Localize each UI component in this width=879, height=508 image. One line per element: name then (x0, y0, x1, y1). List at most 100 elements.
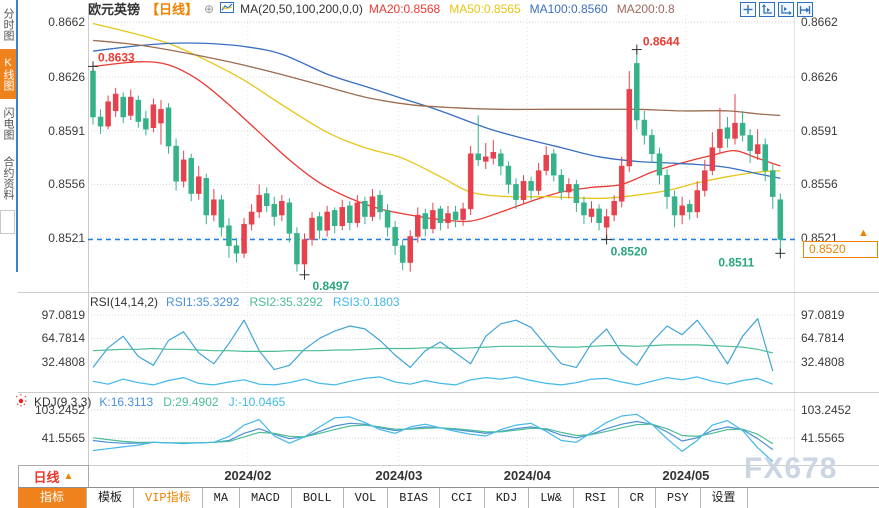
ma-settings-label: MA(20,50,100,200,0,0) (240, 1, 363, 16)
candle-45 (430, 210, 436, 230)
price-axis-tick-right: 0.8556 (801, 177, 838, 192)
candle-88 (754, 144, 761, 154)
price-axis-tick-left: 0.8521 (48, 230, 85, 245)
candle-30 (316, 216, 323, 231)
candle-27 (294, 233, 300, 265)
price-chart[interactable]: 0.8633 0.8644 0.8497 0.8520 0.8511 (88, 15, 795, 292)
rsi-axis-tick-right: 32.4808 (801, 354, 845, 369)
chart-tool-icons (740, 2, 813, 17)
last-price-tag: 0.8520 (803, 241, 878, 258)
toolbar-item-5[interactable]: MACD (240, 488, 292, 508)
candle-50 (467, 153, 474, 210)
y-axis-zoom-icon[interactable] (759, 2, 775, 17)
candle-74 (649, 135, 655, 154)
ma-mini-chart-icon[interactable] (220, 1, 235, 16)
ma-reading-3: MA100:0.8560 (529, 1, 608, 16)
sidebar-divider (16, 0, 18, 272)
ma-reading-4: MA200:0.8 (616, 1, 675, 16)
ma-reading-2: MA50:0.8565 (449, 1, 521, 16)
candle-21 (248, 211, 255, 225)
price-annotation: 0.8520 (611, 245, 648, 259)
candle-67 (596, 208, 602, 223)
kdj-chart[interactable] (88, 392, 795, 465)
panel-separator (18, 465, 879, 466)
rsi-reading-2: RSI2:35.3292 (249, 295, 323, 309)
ma-readings: MA20:0.8568 MA50:0.8565 MA100:0.8560 MA200:… (369, 2, 684, 16)
candle-28 (301, 239, 308, 265)
toolbar-item-10[interactable]: KDJ (485, 488, 530, 508)
toolbar-item-4[interactable]: MA (203, 488, 241, 508)
indicator-line-j (92, 413, 774, 462)
candle-33 (339, 207, 345, 226)
toolbar-item-7[interactable]: VOL (344, 488, 389, 508)
rsi-chart[interactable] (88, 292, 795, 392)
x-axis-zoom-icon[interactable] (778, 2, 794, 17)
kdj-axis-tick-left: 103.2452 (34, 403, 85, 417)
candle-32 (331, 210, 338, 226)
sidebar-tab-2[interactable]: K线图 (0, 49, 16, 99)
candle-57 (520, 181, 527, 200)
candle-87 (747, 135, 753, 151)
period-selector[interactable]: 日线 ▲ (18, 465, 89, 488)
candle-61 (550, 153, 557, 176)
candle-2 (105, 101, 111, 127)
toolbar-item-12[interactable]: RSI (574, 488, 619, 508)
candle-12 (180, 159, 187, 182)
toolbar-item-2[interactable]: 模板 (87, 488, 135, 508)
candle-83 (717, 128, 723, 148)
toolbar-item-3[interactable]: VIP指标 (134, 488, 203, 508)
chart-header: 欧元英镑 【日线】 ⊕ MA(20,50,100,200,0,0) MA20:0.… (88, 1, 684, 17)
candle-4 (120, 96, 126, 118)
price-annotation: 0.8633 (98, 50, 135, 64)
toolbar-item-15[interactable]: 设置 (701, 488, 748, 508)
add-circle-icon[interactable]: ⊕ (204, 1, 215, 16)
candle-8 (150, 104, 157, 128)
rsi-axis-tick-right: 64.7814 (801, 331, 845, 346)
candle-82 (709, 147, 716, 171)
price-axis-tick-left: 0.8626 (48, 70, 85, 85)
candle-6 (135, 99, 142, 122)
time-axis-label-4: 2024/05 (662, 468, 710, 483)
sidebar-tab-1[interactable]: 分时图 (2, 8, 14, 41)
sidebar-tab-3[interactable]: 闪电图 (2, 107, 14, 140)
candle-90 (770, 170, 776, 197)
candle-63 (566, 184, 572, 193)
toolbar-item-11[interactable]: LW& (529, 488, 574, 508)
time-axis-label-3: 2024/04 (503, 468, 551, 483)
kdj-reading-1: K:16.3113 (99, 395, 154, 409)
candle-73 (641, 119, 648, 136)
toolbar-item-13[interactable]: CR (619, 488, 656, 508)
candle-11 (173, 145, 179, 182)
candle-80 (694, 190, 700, 213)
candle-1 (97, 116, 104, 127)
price-axis-tick-left: 0.8591 (48, 123, 85, 138)
jump-to-latest-icon[interactable]: ▲ (858, 227, 869, 239)
candle-19 (233, 245, 240, 254)
candle-47 (445, 213, 451, 223)
candle-5 (128, 96, 134, 116)
candle-35 (354, 202, 361, 223)
crosshair-icon[interactable] (740, 2, 756, 17)
candle-72 (634, 63, 640, 121)
toolbar-item-8[interactable]: BIAS (388, 488, 441, 508)
candle-62 (558, 174, 565, 193)
price-axis-tick-right: 0.8662 (801, 15, 838, 29)
candle-16 (211, 199, 217, 216)
go-to-latest-icon[interactable] (797, 2, 813, 17)
sidebar-tab-4[interactable]: 合约资料 (2, 156, 14, 200)
indicator-line-rsi3 (92, 376, 774, 386)
indicator-toolbar: 指标 模板 VIP指标 MA MACD BOLL VOL BIAS CCI KDJ LW& RSI CR… (18, 487, 879, 508)
toolbar-item-9[interactable]: CCI (440, 488, 485, 508)
rsi-axis-tick-right: 97.0819 (801, 308, 845, 322)
rsi-axis-tick-left: 64.7814 (41, 331, 85, 346)
sidebar-empty-slot (0, 210, 15, 234)
toolbar-item-14[interactable]: PSY (656, 488, 701, 508)
candle-89 (762, 144, 768, 171)
candle-9 (158, 109, 164, 124)
price-axis-tick-left: 0.8556 (48, 177, 85, 192)
toolbar-item-6[interactable]: BOLL (292, 488, 344, 508)
candle-53 (490, 151, 497, 159)
rsi-axis-tick-left: 97.0819 (41, 308, 85, 322)
toolbar-item-1[interactable]: 指标 (18, 488, 87, 508)
